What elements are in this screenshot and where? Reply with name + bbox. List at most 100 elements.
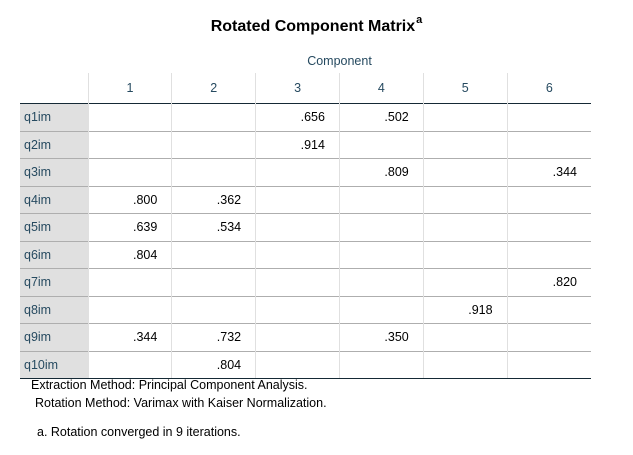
loading-cell bbox=[422, 185, 508, 214]
table-row: q4im .800.362 bbox=[20, 185, 591, 214]
loading-cell bbox=[87, 350, 172, 379]
loading-cell: .800 bbox=[87, 185, 172, 214]
table-row: q7im .820 bbox=[20, 268, 591, 296]
loading-cell bbox=[338, 350, 424, 379]
loading-cell bbox=[422, 323, 508, 351]
loading-cell bbox=[171, 130, 256, 159]
table-row: q8im .918 bbox=[20, 295, 591, 324]
loading-cell: .534 bbox=[171, 213, 256, 241]
loading-cell bbox=[87, 130, 172, 159]
row-label: q10im bbox=[20, 350, 89, 379]
row-label: q5im bbox=[20, 213, 89, 241]
loading-cell bbox=[506, 213, 591, 241]
loading-cell bbox=[255, 323, 340, 351]
component-column-header: 4 bbox=[338, 73, 424, 104]
loading-cell bbox=[255, 185, 340, 214]
loading-cell bbox=[422, 130, 508, 159]
loading-cell bbox=[338, 268, 424, 296]
loading-cell bbox=[506, 103, 591, 131]
loading-cell bbox=[255, 295, 340, 324]
component-column-header: 3 bbox=[255, 73, 340, 104]
loading-cell bbox=[338, 130, 424, 159]
row-label: q9im bbox=[20, 323, 89, 351]
header-corner-lower bbox=[20, 73, 89, 104]
loading-cell bbox=[255, 240, 340, 269]
loading-cell bbox=[422, 158, 508, 186]
loading-cell bbox=[506, 240, 591, 269]
loading-cell: .344 bbox=[506, 158, 591, 186]
loading-cell bbox=[422, 268, 508, 296]
loading-cell bbox=[338, 185, 424, 214]
convergence-note: a. Rotation converged in 9 iterations. bbox=[37, 425, 241, 439]
component-group-header: Component bbox=[88, 49, 591, 73]
component-column-header: 5 bbox=[422, 73, 508, 104]
loading-cell: .344 bbox=[87, 323, 172, 351]
loading-cell: .914 bbox=[255, 130, 340, 159]
row-label: q2im bbox=[20, 130, 89, 159]
loading-cell bbox=[338, 240, 424, 269]
loading-cell bbox=[171, 158, 256, 186]
loading-cell bbox=[422, 240, 508, 269]
rotation-method-note: Rotation Method: Varimax with Kaiser Nor… bbox=[35, 396, 327, 410]
loading-cell bbox=[255, 350, 340, 379]
loading-cell: .350 bbox=[338, 323, 424, 351]
loading-cell bbox=[255, 213, 340, 241]
loading-cell bbox=[87, 295, 172, 324]
extraction-method-note: Extraction Method: Principal Component A… bbox=[31, 378, 308, 392]
loading-cell bbox=[422, 103, 508, 131]
loading-cell bbox=[87, 103, 172, 131]
footnotes: Extraction Method: Principal Component A… bbox=[31, 376, 327, 441]
loading-cell bbox=[506, 323, 591, 351]
table-row: q3im .809 .344 bbox=[20, 158, 591, 186]
loading-cell bbox=[87, 158, 172, 186]
loading-cell bbox=[171, 295, 256, 324]
loading-cell: .809 bbox=[338, 158, 424, 186]
loading-cell: .502 bbox=[338, 103, 424, 131]
table-row: q10im .804 bbox=[20, 350, 591, 379]
loading-cell bbox=[506, 130, 591, 159]
loading-cell bbox=[422, 350, 508, 379]
loading-cell bbox=[171, 268, 256, 296]
loading-cell bbox=[171, 240, 256, 269]
loading-cell bbox=[422, 213, 508, 241]
row-label: q1im bbox=[20, 103, 89, 131]
loading-cell bbox=[506, 295, 591, 324]
loading-cell bbox=[255, 158, 340, 186]
table-row: q2im .914 bbox=[20, 130, 591, 159]
loading-cell: .639 bbox=[87, 213, 172, 241]
loading-cell: .918 bbox=[422, 295, 508, 324]
table-row: q6im .804 bbox=[20, 240, 591, 269]
component-column-header: 1 bbox=[87, 73, 172, 104]
row-label: q6im bbox=[20, 240, 89, 269]
loading-cell: .362 bbox=[171, 185, 256, 214]
loading-cell: .804 bbox=[87, 240, 172, 269]
loading-cell bbox=[506, 185, 591, 214]
loading-cell bbox=[87, 268, 172, 296]
loading-cell bbox=[171, 103, 256, 131]
table-row: q9im .344.732 .350 bbox=[20, 323, 591, 351]
loading-cell bbox=[338, 295, 424, 324]
matrix-body: q1im .656.502 q2im .914 q3im .809.344 q4im .800… bbox=[20, 103, 591, 379]
table-title-text: Rotated Component Matrix bbox=[210, 18, 416, 35]
row-label: q4im bbox=[20, 185, 89, 214]
row-label: q8im bbox=[20, 295, 89, 324]
loading-cell bbox=[506, 350, 591, 379]
title-footnote-marker: a bbox=[416, 14, 423, 26]
table-title: Rotated Component Matrixa bbox=[0, 9, 633, 38]
component-column-header: 2 bbox=[171, 73, 256, 104]
loading-cell: .732 bbox=[171, 323, 256, 351]
loading-cell bbox=[338, 213, 424, 241]
loading-cell: .820 bbox=[506, 268, 591, 296]
header-corner bbox=[20, 49, 89, 73]
row-label: q7im bbox=[20, 268, 89, 296]
loading-cell bbox=[255, 268, 340, 296]
row-label: q3im bbox=[20, 158, 89, 186]
table-row: q5im .639.534 bbox=[20, 213, 591, 241]
table-row: q1im .656.502 bbox=[20, 103, 591, 131]
component-group-header-row: Component bbox=[20, 49, 591, 73]
component-column-header: 6 bbox=[506, 73, 591, 104]
loading-cell: .656 bbox=[255, 103, 340, 131]
loading-cell: .804 bbox=[171, 350, 256, 379]
